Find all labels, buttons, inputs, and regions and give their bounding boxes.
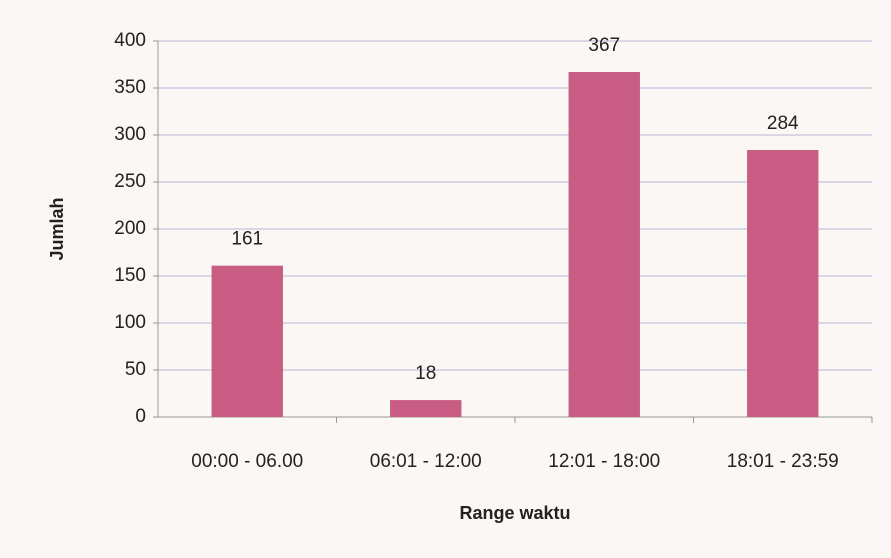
y-tick-label: 300 — [114, 124, 146, 145]
bar — [211, 265, 283, 417]
y-tick-label: 100 — [114, 312, 146, 333]
bar — [390, 400, 462, 417]
data-label: 161 — [231, 229, 263, 250]
data-label: 284 — [767, 113, 799, 134]
y-tick-label: 150 — [114, 265, 146, 286]
y-tick-label: 50 — [125, 359, 146, 380]
y-tick-label: 250 — [114, 171, 146, 192]
data-label: 367 — [588, 35, 620, 56]
x-tick-label: 12:01 - 18:00 — [548, 451, 660, 472]
x-tick-label: 18:01 - 23:59 — [727, 451, 839, 472]
x-axis-title: Range waktu — [459, 503, 570, 523]
y-tick-label: 200 — [114, 218, 146, 239]
data-label: 18 — [415, 363, 436, 384]
y-axis-title: Jumlah — [47, 197, 67, 260]
y-tick-label: 0 — [135, 406, 146, 427]
bar — [568, 72, 640, 418]
x-tick-label: 06:01 - 12:00 — [370, 451, 482, 472]
y-tick-label: 400 — [114, 30, 146, 51]
x-tick-label: 00:00 - 06.00 — [191, 451, 303, 472]
y-tick-label: 350 — [114, 77, 146, 98]
bar — [747, 150, 819, 418]
